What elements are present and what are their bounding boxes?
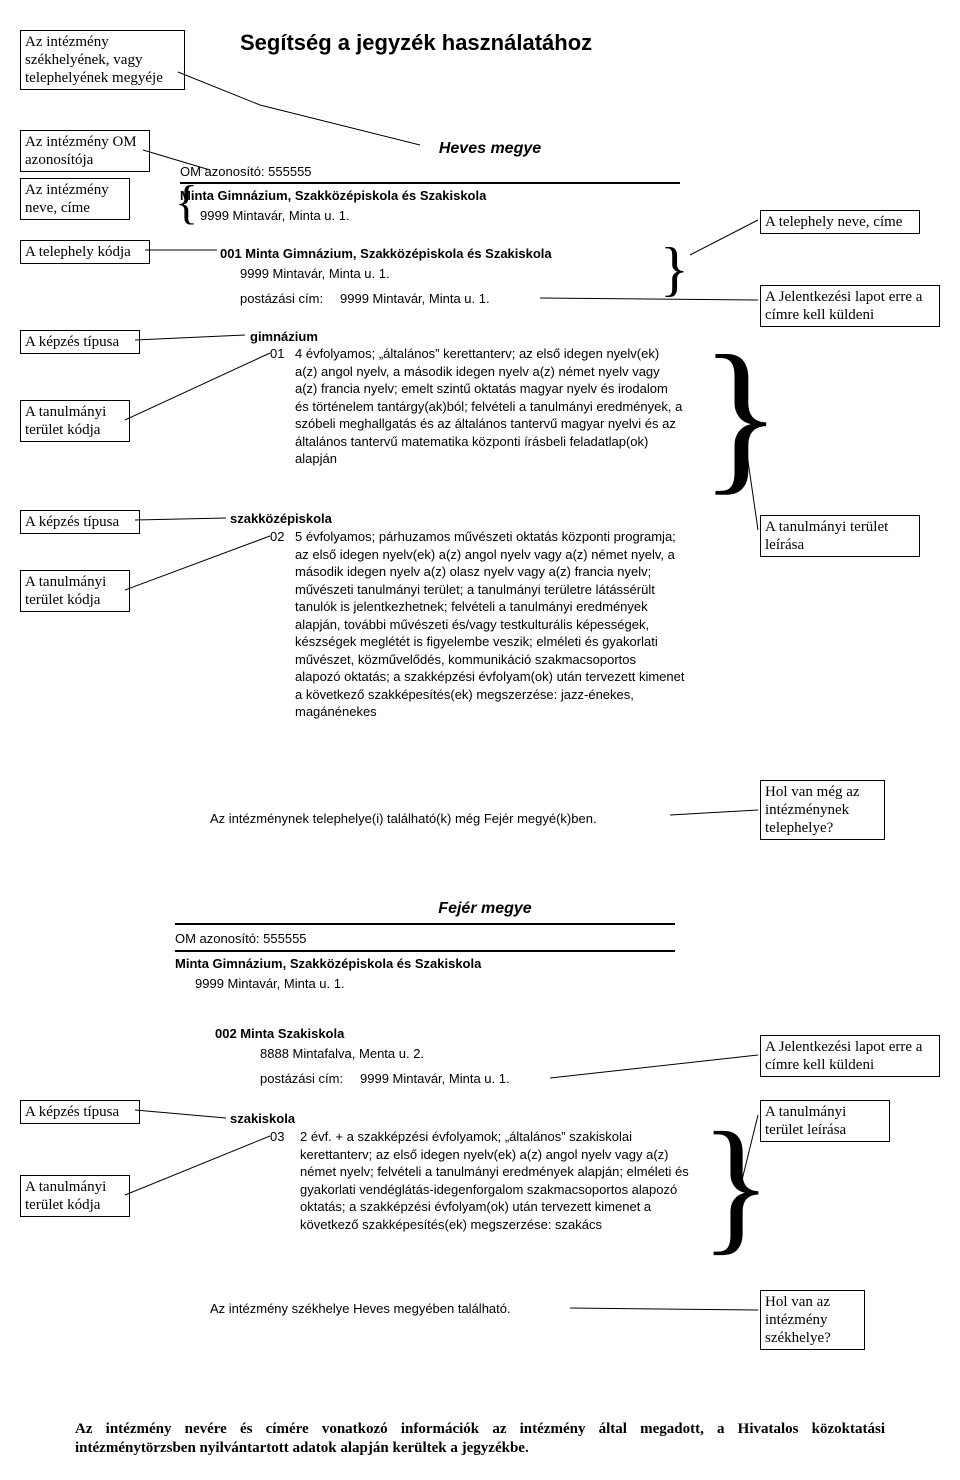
heves-type1: gimnázium [250, 328, 318, 346]
label-megye: Az intézmény székhelyének, vagy telephel… [20, 30, 185, 90]
label-leiras1: A tanulmányi terület leírása [760, 515, 920, 557]
label-tankod1: A tanulmányi terület kódja [20, 400, 130, 442]
fejer-postlabel: postázási cím: [260, 1070, 343, 1088]
brace-right-kepzes1: } [700, 330, 782, 500]
label-telephely-kod: A telephely kódja [20, 240, 150, 264]
label-kepzes1: A képzés típusa [20, 330, 140, 354]
heves-code02: 02 [270, 528, 284, 546]
heves-sitecode: 001 Minta Gimnázium, Szakközépiskola és … [220, 245, 552, 263]
heves-postlabel: postázási cím: [240, 290, 323, 308]
fejer-inst: Minta Gimnázium, Szakközépiskola és Szak… [175, 955, 481, 973]
fejer-tail: Az intézmény székhelye Heves megyében ta… [210, 1300, 511, 1318]
brace-right-telephely: } [660, 235, 689, 304]
heves-om: OM azonosító: 555555 [180, 163, 312, 181]
fejer-sitecode: 002 Minta Szakiskola [215, 1025, 344, 1043]
fejer-type3: szakiskola [230, 1110, 295, 1128]
heves-addr: 9999 Mintavár, Minta u. 1. [200, 207, 350, 225]
label-om: Az intézmény OM azonosítója [20, 130, 150, 172]
region-fejer: Fejér megye [235, 900, 735, 918]
heves-code01: 01 [270, 345, 284, 363]
fejer-addr: 9999 Mintavár, Minta u. 1. [195, 975, 345, 993]
label-holszek: Hol van az intézmény székhelye? [760, 1290, 865, 1350]
fejer-siteaddr: 8888 Mintafalva, Menta u. 2. [260, 1045, 424, 1063]
footnote: Az intézmény nevére és címére vonatkozó … [75, 1420, 885, 1458]
heves-inst: Minta Gimnázium, Szakközépiskola és Szak… [180, 187, 486, 205]
fejer-postval: 9999 Mintavár, Minta u. 1. [360, 1070, 510, 1088]
label-tankod2: A tanulmányi terület kódja [20, 570, 130, 612]
fejer-code03: 03 [270, 1128, 284, 1146]
heves-type2: szakközépiskola [230, 510, 332, 528]
label-postcim: A Jelentkezési lapot erre a címre kell k… [760, 285, 940, 327]
label-holmeg: Hol van még az intézménynek telephelye? [760, 780, 885, 840]
heves-postval: 9999 Mintavár, Minta u. 1. [340, 290, 490, 308]
label-telephely-nev: A telephely neve, címe [760, 210, 920, 234]
region-heves: Heves megye [240, 140, 740, 158]
fejer-desc03: 2 évf. + a szakképzési évfolyamok; „álta… [300, 1128, 690, 1233]
connector-lines [10, 20, 950, 1460]
heves-desc02: 5 évfolyamos; párhuzamos művészeti oktat… [295, 528, 685, 721]
label-nev: Az intézmény neve, címe [20, 178, 130, 220]
heves-siteaddr: 9999 Mintavár, Minta u. 1. [240, 265, 390, 283]
heves-desc01: 4 évfolyamos; „általános” kerettanterv; … [295, 345, 685, 468]
page: Segítség a jegyzék használatához Az inté… [10, 20, 950, 1460]
label-kepzes3: A képzés típusa [20, 1100, 140, 1124]
fejer-om: OM azonosító: 555555 [175, 930, 307, 948]
label-kepzes2: A képzés típusa [20, 510, 140, 534]
heves-tail: Az intézménynek telephelye(i) található(… [210, 810, 710, 828]
label-tankod3: A tanulmányi terület kódja [20, 1175, 130, 1217]
label-postcim2: A Jelentkezési lapot erre a címre kell k… [760, 1035, 940, 1077]
label-leiras2: A tanulmányi terület leírása [760, 1100, 890, 1142]
page-title: Segítség a jegyzék használatához [240, 30, 592, 56]
